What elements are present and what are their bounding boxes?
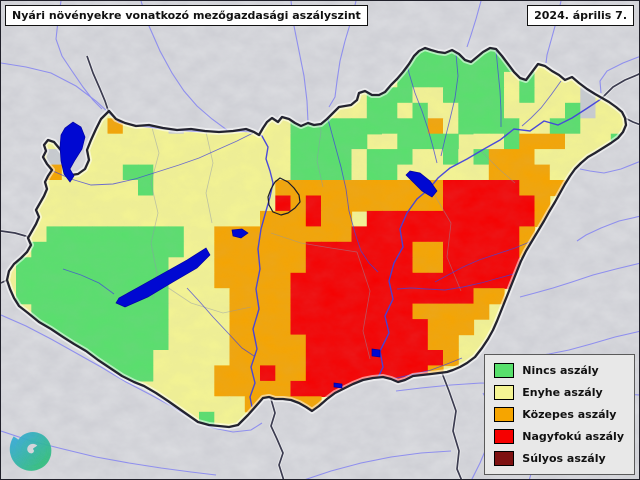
legend-swatch-mild-drought bbox=[494, 385, 515, 400]
lake-tisza bbox=[405, 170, 438, 198]
map-date-text: 2024. április 7. bbox=[534, 9, 627, 22]
foreign-border bbox=[86, 55, 110, 114]
budapest-border bbox=[267, 177, 301, 216]
legend: Nincs aszály Enyhe aszály Közepes aszály… bbox=[484, 354, 635, 475]
lake-balaton bbox=[115, 247, 211, 308]
legend-label: Enyhe aszály bbox=[522, 386, 603, 399]
map-title: Nyári növényekre vonatkozó mezőgazdasági… bbox=[5, 5, 368, 26]
small-lake-1 bbox=[371, 348, 381, 358]
map-title-text: Nyári növényekre vonatkozó mezőgazdasági… bbox=[12, 9, 361, 22]
foreign-border bbox=[601, 73, 639, 99]
legend-row-severe-drought: Nagyfokú aszály bbox=[494, 429, 624, 444]
foreign-border bbox=[270, 398, 285, 479]
river-outside bbox=[579, 161, 639, 174]
river-outside bbox=[599, 56, 639, 94]
river-outside bbox=[140, 1, 228, 131]
lake-velence bbox=[231, 228, 249, 239]
legend-label: Nagyfokú aszály bbox=[522, 430, 624, 443]
river-outside bbox=[305, 450, 452, 479]
map-date: 2024. április 7. bbox=[527, 5, 634, 26]
legend-swatch-medium-drought bbox=[494, 407, 515, 422]
river-outside bbox=[466, 1, 482, 48]
legend-swatch-severe-drought bbox=[494, 429, 515, 444]
river-outside bbox=[576, 215, 639, 242]
foreign-border bbox=[441, 372, 463, 479]
hungary-border bbox=[5, 46, 628, 429]
legend-label: Súlyos aszály bbox=[522, 452, 606, 465]
legend-row-serious-drought: Súlyos aszály bbox=[494, 451, 624, 466]
lake-ferto bbox=[59, 121, 86, 183]
legend-label: Nincs aszály bbox=[522, 364, 599, 377]
foreign-border bbox=[1, 230, 30, 238]
river-outside bbox=[1, 314, 263, 433]
legend-row-no-drought: Nincs aszály bbox=[494, 363, 624, 378]
legend-row-mild-drought: Enyhe aszály bbox=[494, 385, 624, 400]
river-outside bbox=[1, 62, 110, 114]
river-outside bbox=[519, 262, 639, 298]
small-lake-2 bbox=[333, 382, 343, 389]
hungaromet-spiral-logo bbox=[9, 432, 52, 471]
legend-swatch-no-drought bbox=[494, 363, 515, 378]
legend-label: Közepes aszály bbox=[522, 408, 617, 421]
legend-swatch-serious-drought bbox=[494, 451, 515, 466]
legend-row-medium-drought: Közepes aszály bbox=[494, 407, 624, 422]
